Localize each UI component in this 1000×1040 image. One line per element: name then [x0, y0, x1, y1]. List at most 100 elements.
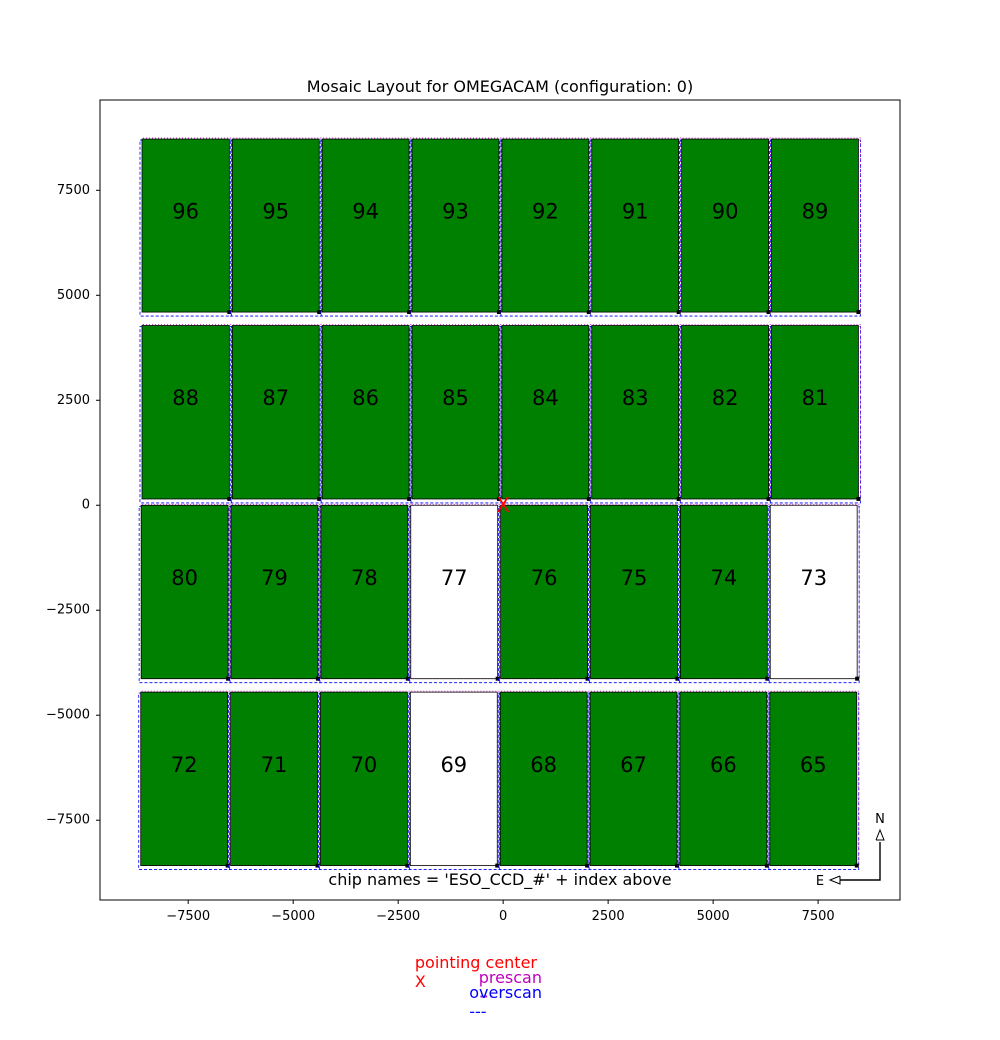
chart-title: Mosaic Layout for OMEGACAM (configuratio… [307, 77, 693, 96]
chip-label: 80 [171, 566, 198, 590]
chip-label: 84 [532, 386, 559, 410]
chip-readout-marker [227, 310, 232, 315]
chip-body [679, 504, 768, 680]
chip-body [410, 504, 499, 680]
chip-label: 93 [442, 200, 469, 224]
chip-readout-marker [676, 496, 681, 501]
chip-74: 74 [677, 503, 770, 684]
chip-body [140, 504, 229, 680]
chip-readout-marker [405, 676, 410, 681]
chip-73: 73 [767, 503, 860, 684]
chip-84: 84 [499, 324, 592, 504]
chip-body [140, 691, 229, 866]
mosaic-plot: Mosaic Layout for OMEGACAM (configuratio… [46, 77, 901, 924]
chip-body [769, 504, 858, 680]
chip-label: 95 [262, 200, 289, 224]
chip-readout-marker [764, 863, 769, 868]
chip-body [679, 691, 768, 866]
chip-79: 79 [228, 503, 321, 684]
compass-north-arrowhead-icon [875, 828, 885, 841]
chip-readout-marker [766, 496, 771, 501]
chip-readout-marker [496, 310, 501, 315]
chip-label: 65 [800, 753, 827, 777]
chip-body [230, 691, 318, 866]
chip-body [771, 325, 859, 500]
chip-70: 70 [318, 690, 410, 870]
chip-prescan-outline [772, 137, 861, 313]
chip-body [321, 325, 410, 500]
chip-91: 91 [589, 137, 682, 317]
chip-readout-marker [496, 496, 501, 501]
x-tick-label: −7500 [166, 909, 210, 924]
chip-readout-marker [856, 310, 861, 315]
chip-78: 78 [318, 503, 411, 684]
chip-readout-marker [226, 676, 231, 681]
chip-label: 69 [440, 753, 467, 777]
chip-body [231, 325, 320, 500]
chip-label: 91 [622, 200, 649, 224]
chip-prescan-outline [412, 137, 502, 313]
chip-readout-marker [407, 496, 412, 501]
chip-readout-marker [766, 310, 771, 315]
chip-readout-marker [315, 863, 320, 868]
chip-readout-marker [227, 496, 232, 501]
x-tick-label: −2500 [376, 909, 420, 924]
chip-readout-marker [407, 310, 412, 315]
chip-readout-marker [225, 863, 230, 868]
chip-readout-marker [854, 863, 859, 868]
y-tick-label: 0 [82, 498, 90, 513]
chip-body [501, 325, 590, 500]
chip-label: 85 [442, 386, 469, 410]
chip-76: 76 [498, 503, 590, 684]
chip-68: 68 [497, 690, 590, 870]
legend-overscan-symbol: --- [469, 1002, 487, 1021]
chip-body [681, 138, 769, 313]
compass-arrows [838, 842, 881, 881]
chip-label: 68 [530, 753, 557, 777]
y-tick-label: −7500 [46, 813, 90, 828]
x-tick-label: 0 [499, 909, 507, 924]
chip-72: 72 [138, 690, 231, 870]
legend-overscan: overscan --- [449, 964, 542, 1040]
chip-readout-marker [676, 310, 681, 315]
chip-label: 70 [351, 753, 378, 777]
chip-label: 92 [532, 200, 559, 224]
compass: N E [816, 812, 885, 889]
chip-label: 89 [802, 200, 829, 224]
chip-body [141, 138, 230, 313]
chip-89: 89 [769, 137, 861, 317]
chip-readout-marker [675, 676, 680, 681]
chip-prescan-outline [322, 137, 412, 313]
chip-body [681, 325, 769, 500]
chip-86: 86 [319, 324, 412, 504]
chip-label: 73 [800, 566, 827, 590]
chip-body [769, 691, 858, 866]
x-tick-label: −5000 [271, 909, 315, 924]
chip-96: 96 [139, 137, 232, 317]
chip-label: 96 [172, 200, 199, 224]
chip-label: 94 [352, 200, 379, 224]
chip-93: 93 [409, 137, 502, 317]
x-tick-label: 7500 [802, 909, 835, 924]
chip-label: 90 [712, 200, 739, 224]
chip-body [320, 504, 409, 680]
chip-body [499, 691, 588, 866]
y-tick-label: 2500 [57, 393, 90, 408]
chip-66: 66 [677, 690, 770, 870]
y-tick-label: 5000 [57, 288, 90, 303]
plot-frame [99, 99, 901, 901]
chip-95: 95 [229, 137, 322, 317]
chip-prescan-outline [682, 137, 771, 313]
chip-83: 83 [589, 324, 682, 504]
chip-label: 74 [710, 566, 737, 590]
chip-75: 75 [588, 503, 680, 684]
pointing-center-marker: X [496, 493, 510, 517]
chip-readout-marker [765, 676, 770, 681]
chip-readout-marker [317, 310, 322, 315]
chip-label: 83 [622, 386, 649, 410]
chip-80: 80 [138, 503, 231, 684]
chip-label: 87 [262, 386, 289, 410]
chip-body [230, 504, 319, 680]
chip-body [231, 138, 320, 313]
chip-names-note: chip names = 'ESO_CCD_#' + index above [328, 870, 671, 890]
